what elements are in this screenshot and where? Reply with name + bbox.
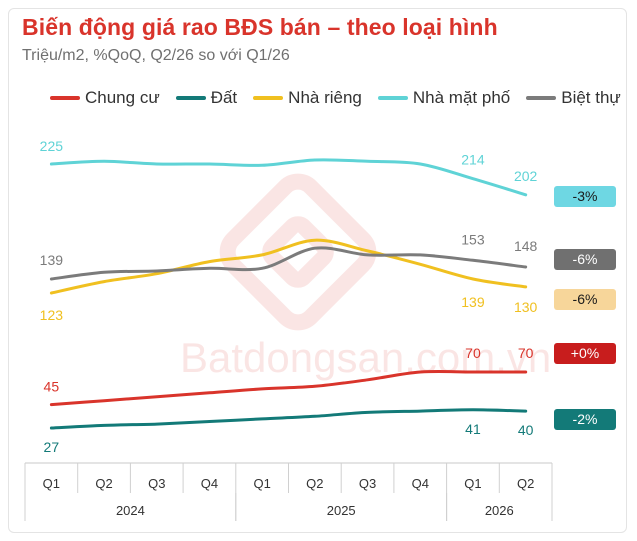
legend: Chung cư Đất Nhà riêng Nhà mặt phố Biệt … — [50, 88, 621, 108]
legend-item-biet-thu: Biệt thự — [526, 88, 621, 108]
data-label-biet-thu: 139 — [40, 252, 64, 268]
watermark-logo-outer — [219, 173, 377, 331]
legend-label-biet-thu: Biệt thự — [561, 88, 621, 107]
change-badge: -6% — [554, 249, 616, 270]
legend-label-dat: Đất — [210, 88, 238, 107]
x-axis: 2024 2025 2026 Q1 Q2 Q3 Q4 Q1 Q2 Q3 Q4 Q1 Q2 — [24, 462, 553, 521]
year-label: 2024 — [116, 503, 145, 518]
x-tick-label: Q2 — [517, 476, 534, 491]
year-label: 2026 — [485, 503, 514, 518]
x-tick-label: Q1 — [464, 476, 481, 491]
x-tick-label: Q4 — [201, 476, 218, 491]
data-label-chung-cu: 70 — [518, 345, 534, 361]
chart-subtitle: Triệu/m2, %QoQ, Q2/26 so với Q1/26 — [22, 47, 290, 64]
legend-item-nha-rieng: Nhà riêng — [253, 88, 362, 108]
x-tick-label: Q4 — [412, 476, 429, 491]
data-label-nha-mat-pho: 202 — [514, 168, 538, 184]
chart-frame — [8, 8, 627, 533]
legend-label-nha-mat-pho: Nhà mặt phố — [412, 88, 511, 107]
data-label-dat: 41 — [465, 421, 481, 437]
legend-swatch-nha-rieng — [253, 96, 284, 100]
x-tick-label: Q1 — [253, 476, 270, 491]
data-label-nha-rieng: 123 — [40, 307, 64, 323]
year-label: 2025 — [327, 503, 356, 518]
legend-swatch-chung-cu — [50, 96, 80, 100]
data-label-dat: 27 — [44, 439, 60, 455]
data-label-chung-cu: 70 — [465, 345, 481, 361]
data-labels: 45 70 70 27 41 40 123 139 130 225 214 202 139 153 148 — [40, 138, 538, 455]
data-label-nha-mat-pho: 214 — [461, 152, 485, 168]
change-badge: +0% — [554, 343, 616, 364]
x-tick-label: Q3 — [148, 476, 165, 491]
data-label-nha-rieng: 139 — [461, 294, 485, 310]
data-label-chung-cu: 45 — [44, 379, 60, 395]
legend-item-dat: Đất — [175, 88, 238, 108]
legend-swatch-dat — [175, 96, 206, 100]
watermark-text: Batdongsan.com.vn — [180, 334, 551, 381]
series-group — [49, 158, 528, 430]
change-badge: -2% — [554, 409, 616, 430]
legend-item-nha-mat-pho: Nhà mặt phố — [377, 88, 511, 108]
series-line-nha-mat-pho — [49, 158, 528, 197]
series-line-dat — [49, 408, 528, 430]
series-line-biet-thu — [49, 246, 528, 281]
x-tick-label: Q2 — [95, 476, 112, 491]
data-label-dat: 40 — [518, 422, 534, 438]
change-badge: -6% — [554, 289, 616, 310]
chart-title: Biến động giá rao BĐS bán – theo loại hì… — [22, 14, 498, 40]
data-label-nha-rieng: 130 — [514, 299, 538, 315]
data-label-biet-thu: 148 — [514, 238, 538, 254]
change-badge: -3% — [554, 186, 616, 207]
data-label-biet-thu: 153 — [461, 231, 485, 247]
watermark: Batdongsan.com.vn — [180, 173, 551, 381]
x-tick-label: Q2 — [306, 476, 323, 491]
x-tick-label: Q3 — [359, 476, 376, 491]
data-label-nha-mat-pho: 225 — [40, 138, 64, 154]
legend-item-chung-cu: Chung cư — [50, 88, 160, 108]
watermark-logo-inner — [262, 216, 334, 288]
legend-label-chung-cu: Chung cư — [85, 88, 160, 107]
series-line-chung-cu — [49, 369, 528, 407]
legend-swatch-biet-thu — [526, 96, 557, 100]
x-tick-label: Q1 — [43, 476, 60, 491]
series-line-nha-rieng — [49, 238, 528, 295]
legend-swatch-nha-mat-pho — [377, 96, 408, 100]
legend-label-nha-rieng: Nhà riêng — [288, 88, 362, 107]
